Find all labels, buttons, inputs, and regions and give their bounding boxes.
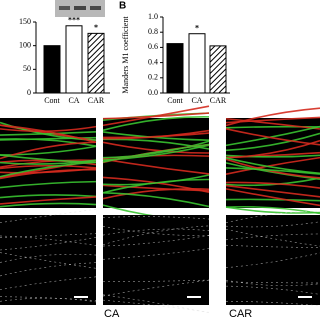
fiber bbox=[102, 105, 210, 127]
bar bbox=[87, 32, 105, 94]
fiber bbox=[0, 180, 97, 189]
fiber bbox=[225, 198, 320, 202]
fiber bbox=[102, 140, 210, 159]
significance-label: * bbox=[195, 24, 199, 33]
fiber bbox=[102, 141, 210, 154]
fiber bbox=[102, 188, 210, 200]
micrograph bbox=[103, 118, 209, 208]
x-tick-label: CAR bbox=[88, 96, 105, 105]
fiber bbox=[102, 158, 210, 175]
fiber bbox=[225, 162, 320, 180]
fiber bbox=[0, 297, 97, 303]
fiber bbox=[225, 139, 320, 159]
y-tick-label: 0.8 bbox=[148, 27, 158, 36]
fiber bbox=[225, 117, 320, 130]
fiber bbox=[0, 202, 97, 208]
fiber bbox=[225, 156, 320, 175]
fiber bbox=[225, 184, 320, 198]
y-tick-label: 100 bbox=[19, 40, 31, 49]
fiber bbox=[0, 296, 97, 301]
fiber bbox=[225, 252, 320, 268]
fiber bbox=[102, 143, 210, 163]
fiber bbox=[0, 136, 97, 141]
micrographs bbox=[0, 105, 320, 314]
fiber bbox=[0, 124, 97, 143]
fiber bbox=[102, 116, 210, 132]
fiber bbox=[225, 206, 320, 214]
fiber bbox=[102, 178, 210, 194]
fiber bbox=[102, 129, 210, 140]
micrograph bbox=[0, 215, 96, 305]
y-tick-label: 0.0 bbox=[148, 88, 158, 97]
fiber bbox=[102, 228, 210, 236]
micrograph bbox=[226, 215, 320, 305]
fiber bbox=[0, 167, 97, 174]
fiber bbox=[102, 248, 210, 260]
fiber bbox=[102, 191, 210, 208]
fiber bbox=[0, 233, 97, 238]
fiber bbox=[225, 177, 320, 187]
image-label: CA bbox=[104, 308, 120, 320]
y-axis-label: Manders M1 coefficient bbox=[121, 16, 130, 94]
fiber bbox=[225, 125, 320, 129]
fiber bbox=[225, 107, 320, 127]
image-label: CAR bbox=[229, 308, 252, 320]
fiber bbox=[0, 235, 97, 246]
x-tick-label: CA bbox=[68, 96, 79, 105]
fiber bbox=[225, 154, 320, 158]
micrograph bbox=[226, 118, 320, 208]
fiber bbox=[225, 132, 320, 152]
micrograph bbox=[103, 215, 209, 305]
fiber bbox=[102, 235, 210, 247]
fiber bbox=[102, 226, 210, 236]
fiber bbox=[0, 159, 97, 169]
bar bbox=[65, 25, 83, 94]
fiber bbox=[102, 279, 210, 283]
fiber bbox=[225, 229, 320, 247]
fiber bbox=[225, 116, 320, 124]
fiber bbox=[225, 167, 320, 175]
y-tick-label: 0 bbox=[27, 88, 31, 97]
fiber bbox=[0, 194, 97, 199]
significance-label: * bbox=[94, 23, 98, 32]
fiber bbox=[0, 161, 97, 178]
fiber bbox=[102, 299, 210, 313]
bar bbox=[188, 33, 206, 94]
fiber bbox=[225, 125, 320, 147]
x-tick-label: CA bbox=[191, 96, 202, 105]
x-tick-label: Cont bbox=[167, 96, 183, 105]
x-tick-label: Cont bbox=[44, 96, 60, 105]
fiber bbox=[102, 279, 210, 297]
y-tick-label: 0.2 bbox=[148, 73, 158, 82]
fiber bbox=[225, 210, 320, 224]
bar bbox=[166, 43, 184, 94]
y-tick-label: 0.6 bbox=[148, 42, 158, 51]
fiber bbox=[225, 181, 320, 189]
fiber bbox=[225, 205, 320, 215]
fiber bbox=[0, 130, 97, 136]
fiber bbox=[0, 159, 97, 165]
fiber bbox=[225, 158, 320, 179]
significance-label: *** bbox=[68, 16, 80, 25]
fiber bbox=[0, 196, 97, 205]
y-tick-label: 150 bbox=[19, 17, 31, 26]
y-tick-label: 50 bbox=[23, 64, 31, 73]
fiber bbox=[225, 188, 320, 207]
bar bbox=[209, 45, 227, 94]
fiber bbox=[0, 164, 97, 170]
x-tick-label: CAR bbox=[210, 96, 227, 105]
y-tick-label: 1.0 bbox=[148, 12, 158, 21]
fiber bbox=[225, 157, 320, 175]
bar bbox=[43, 45, 61, 94]
fiber bbox=[0, 138, 97, 147]
western-blot bbox=[55, 0, 105, 17]
fiber bbox=[102, 225, 210, 246]
fiber bbox=[102, 216, 210, 220]
panel-label: B bbox=[119, 1, 126, 12]
y-tick-label: 0.4 bbox=[148, 57, 158, 66]
